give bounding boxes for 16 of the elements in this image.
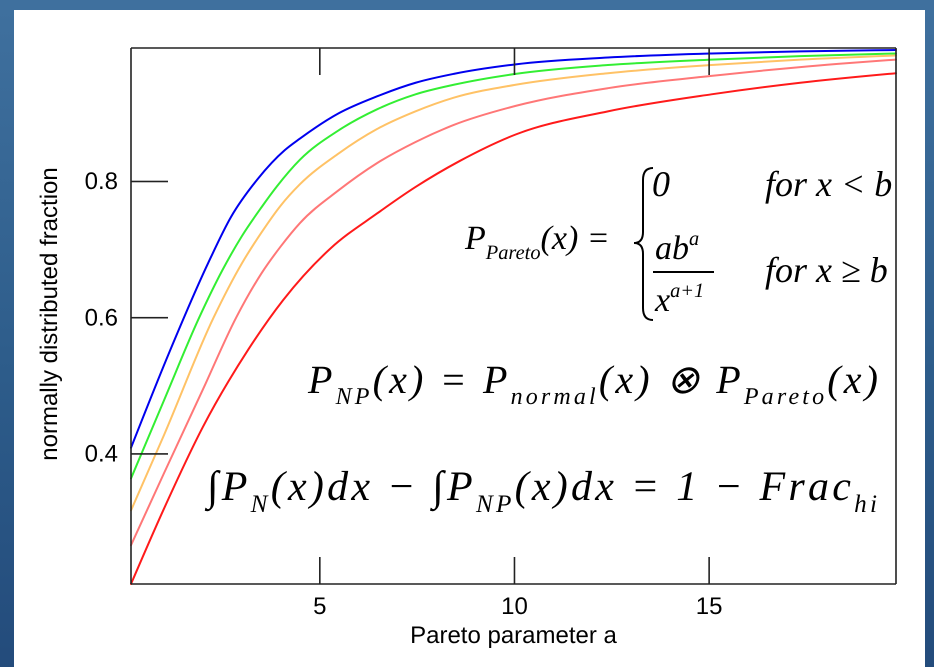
- x-axis-title: Pareto parameter a: [410, 622, 618, 649]
- annotation: for x ≥ b: [765, 250, 888, 290]
- y-tick-label: 0.8: [84, 168, 118, 196]
- y-tick-label: 0.6: [84, 304, 118, 332]
- annotation: 0: [652, 164, 670, 204]
- annotation: for x < b: [765, 164, 892, 204]
- annotation: ab$^{a}$: [655, 228, 700, 267]
- x-tick-label: 5: [313, 593, 326, 620]
- y-axis-title: normally distributed fraction: [36, 167, 63, 461]
- annotation: x$^{a+1}$: [654, 280, 704, 319]
- annotation: P$_{Pareto}$(x) =: [464, 220, 610, 264]
- x-tick-label: 10: [501, 593, 528, 620]
- y-tick-label: 0.4: [84, 440, 118, 468]
- annotation: ∫P$_{N}$(x)dx − ∫P$_{NP}$(x)dx = 1 − Frac$_{hi}$: [204, 464, 877, 518]
- annotation: P$_{NP}$(x) = P$_{normal}$(x) ⊗ P$_{Pareto}$(x): [307, 357, 878, 410]
- x-tick-label: 15: [696, 593, 722, 620]
